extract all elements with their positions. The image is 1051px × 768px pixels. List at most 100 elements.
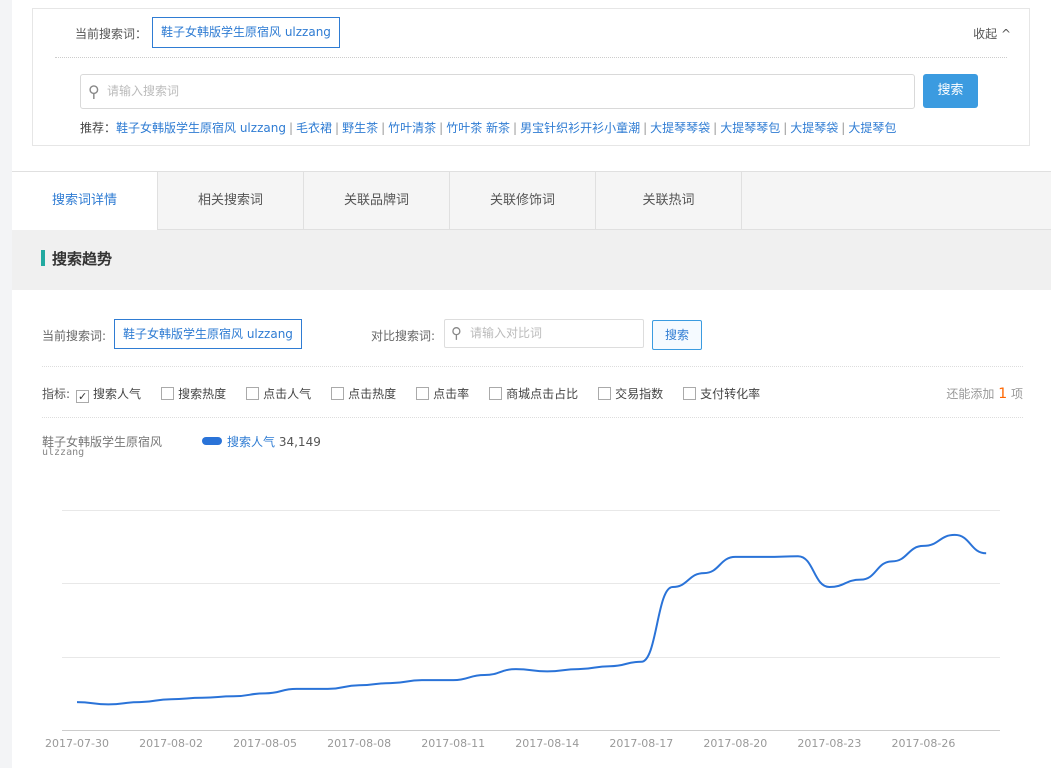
search-icon: ⚲ xyxy=(88,82,100,101)
legend-name: 搜索人气 xyxy=(227,435,276,449)
metric-checkbox[interactable]: 点击热度 xyxy=(331,387,396,401)
separator: | xyxy=(288,121,293,135)
x-tick-label: 2017-08-11 xyxy=(421,737,486,750)
gridline xyxy=(62,583,1000,584)
series-line xyxy=(76,533,987,706)
remaining-note: 还能添加 1 项 xyxy=(946,385,1023,402)
checkbox-icon[interactable] xyxy=(683,387,697,400)
recommendation-link[interactable]: 鞋子女韩版学生原宿风 ulzzang xyxy=(116,121,286,135)
current-keyword-label: 当前搜索词： xyxy=(75,27,148,41)
divider xyxy=(55,57,1007,58)
gridline xyxy=(62,657,1000,658)
metrics-row: 指标: ✓ 搜索人气 搜索热度 点击人气 点击热度 点击率 商城点击占比 交易指数 支付转化率 xyxy=(42,385,760,403)
x-tick-label: 2017-08-17 xyxy=(609,737,674,750)
compare-placeholder: 请输入对比词 xyxy=(470,326,543,340)
x-tick-label: 2017-08-23 xyxy=(797,737,862,750)
remaining-prefix: 还能添加 xyxy=(946,387,995,401)
divider xyxy=(42,366,1023,367)
section-header: 搜索趋势 xyxy=(12,230,1051,290)
recommendation-link[interactable]: 野生茶 xyxy=(342,121,379,135)
left-scroll-edge xyxy=(0,0,12,768)
metric-label: 商城点击占比 xyxy=(506,387,579,401)
rec-label: 推荐： xyxy=(80,121,117,135)
recommendation-link[interactable]: 大提琴琴袋 xyxy=(650,121,711,135)
compare-input[interactable]: ⚲ 请输入对比词 xyxy=(444,319,644,348)
separator: | xyxy=(381,121,386,135)
separator: | xyxy=(439,121,444,135)
tab-keyword-detail[interactable]: 搜索词详情 xyxy=(12,172,158,231)
search-panel: 当前搜索词： 鞋子女韩版学生原宿风 ulzzang 收起 ^ ⚲ 请输入搜索词 搜… xyxy=(32,8,1030,146)
current-keyword-tag-2[interactable]: 鞋子女韩版学生原宿风 ulzzang xyxy=(114,319,302,349)
section-title: 搜索趋势 xyxy=(52,250,113,268)
checkbox-icon[interactable] xyxy=(331,387,345,400)
x-tick-label: 2017-07-30 xyxy=(45,737,109,750)
tab-hot-words[interactable]: 关联热词 xyxy=(596,172,742,230)
checkbox-icon[interactable] xyxy=(598,387,612,400)
gridline xyxy=(62,510,1000,511)
recommendations: 推荐：鞋子女韩版学生原宿风 ulzzang | 毛衣裙 | 野生茶 | 竹叶清茶 | 竹叶茶 新… xyxy=(80,119,896,136)
x-tick-label: 2017-08-08 xyxy=(327,737,392,750)
separator: | xyxy=(841,121,846,135)
compare-search-button[interactable]: 搜索 xyxy=(652,320,702,350)
tab-brand-words[interactable]: 关联品牌词 xyxy=(304,172,450,230)
metrics-label: 指标: xyxy=(42,387,71,401)
separator: | xyxy=(783,121,788,135)
x-tick-label: 2017-08-20 xyxy=(703,737,768,750)
recommendation-link[interactable]: 大提琴包 xyxy=(848,121,897,135)
remaining-suffix: 项 xyxy=(1010,387,1023,401)
search-placeholder: 请输入搜索词 xyxy=(107,84,180,98)
metric-checkbox[interactable]: 搜索热度 xyxy=(161,387,226,401)
metric-checkbox[interactable]: 点击人气 xyxy=(246,387,311,401)
metric-label: 搜索人气 xyxy=(93,387,142,401)
metric-label: 点击热度 xyxy=(348,387,397,401)
legend-item[interactable]: 搜索人气 34,149 xyxy=(202,433,321,450)
metric-label: 点击人气 xyxy=(263,387,312,401)
current-keyword-tag[interactable]: 鞋子女韩版学生原宿风 ulzzang xyxy=(152,17,340,48)
metric-label: 支付转化率 xyxy=(700,387,761,401)
x-tick-label: 2017-08-26 xyxy=(891,737,956,750)
current-keyword-label-2: 当前搜索词: xyxy=(42,329,107,343)
recommendation-link[interactable]: 男宝针织衫开衫小童潮 xyxy=(520,121,641,135)
section-accent xyxy=(41,250,45,266)
recommendation-link[interactable]: 竹叶茶 新茶 xyxy=(446,121,511,135)
legend-value: 34,149 xyxy=(278,435,321,449)
checkbox-icon[interactable] xyxy=(489,387,503,400)
checkbox-icon[interactable] xyxy=(161,387,175,400)
metric-checkbox[interactable]: 点击率 xyxy=(416,387,469,401)
compare-label: 对比搜索词: xyxy=(371,329,436,343)
search-icon: ⚲ xyxy=(451,324,462,342)
checkbox-icon[interactable] xyxy=(246,387,260,400)
recommendation-link[interactable]: 竹叶清茶 xyxy=(388,121,437,135)
checkbox-icon[interactable] xyxy=(416,387,430,400)
separator: | xyxy=(643,121,648,135)
checkbox-icon[interactable]: ✓ xyxy=(76,390,90,403)
recommendation-link[interactable]: 大提琴琴包 xyxy=(720,121,781,135)
x-tick-label: 2017-08-05 xyxy=(233,737,298,750)
x-tick-label: 2017-08-02 xyxy=(139,737,204,750)
metric-checkbox[interactable]: 商城点击占比 xyxy=(489,387,578,401)
legend-swatch xyxy=(202,437,222,445)
x-tick-label: 2017-08-14 xyxy=(515,737,580,750)
tab-bar: 搜索词详情 相关搜索词 关联品牌词 关联修饰词 关联热词 xyxy=(12,171,1051,231)
separator: | xyxy=(713,121,718,135)
remaining-count: 1 xyxy=(998,386,1008,402)
separator: | xyxy=(335,121,340,135)
recommendation-link[interactable]: 毛衣裙 xyxy=(296,121,333,135)
x-axis xyxy=(62,730,1000,731)
metric-checkbox[interactable]: 交易指数 xyxy=(598,387,663,401)
search-input[interactable]: ⚲ 请输入搜索词 xyxy=(80,74,915,109)
tab-related-keywords[interactable]: 相关搜索词 xyxy=(158,172,304,230)
metric-checkbox[interactable]: ✓ 搜索人气 xyxy=(76,387,142,403)
metric-checkbox[interactable]: 支付转化率 xyxy=(683,387,760,401)
metric-label: 搜索热度 xyxy=(178,387,227,401)
search-button[interactable]: 搜索 xyxy=(923,74,978,108)
recommendation-link[interactable]: 大提琴袋 xyxy=(790,121,839,135)
tab-modifier-words[interactable]: 关联修饰词 xyxy=(450,172,596,230)
collapse-button[interactable]: 收起 ^ xyxy=(973,27,1011,41)
separator: | xyxy=(513,121,518,135)
chart-title: 鞋子女韩版学生原宿风 xyxy=(42,435,163,449)
metric-label: 交易指数 xyxy=(615,387,664,401)
metric-label: 点击率 xyxy=(433,387,470,401)
divider xyxy=(42,417,1023,418)
